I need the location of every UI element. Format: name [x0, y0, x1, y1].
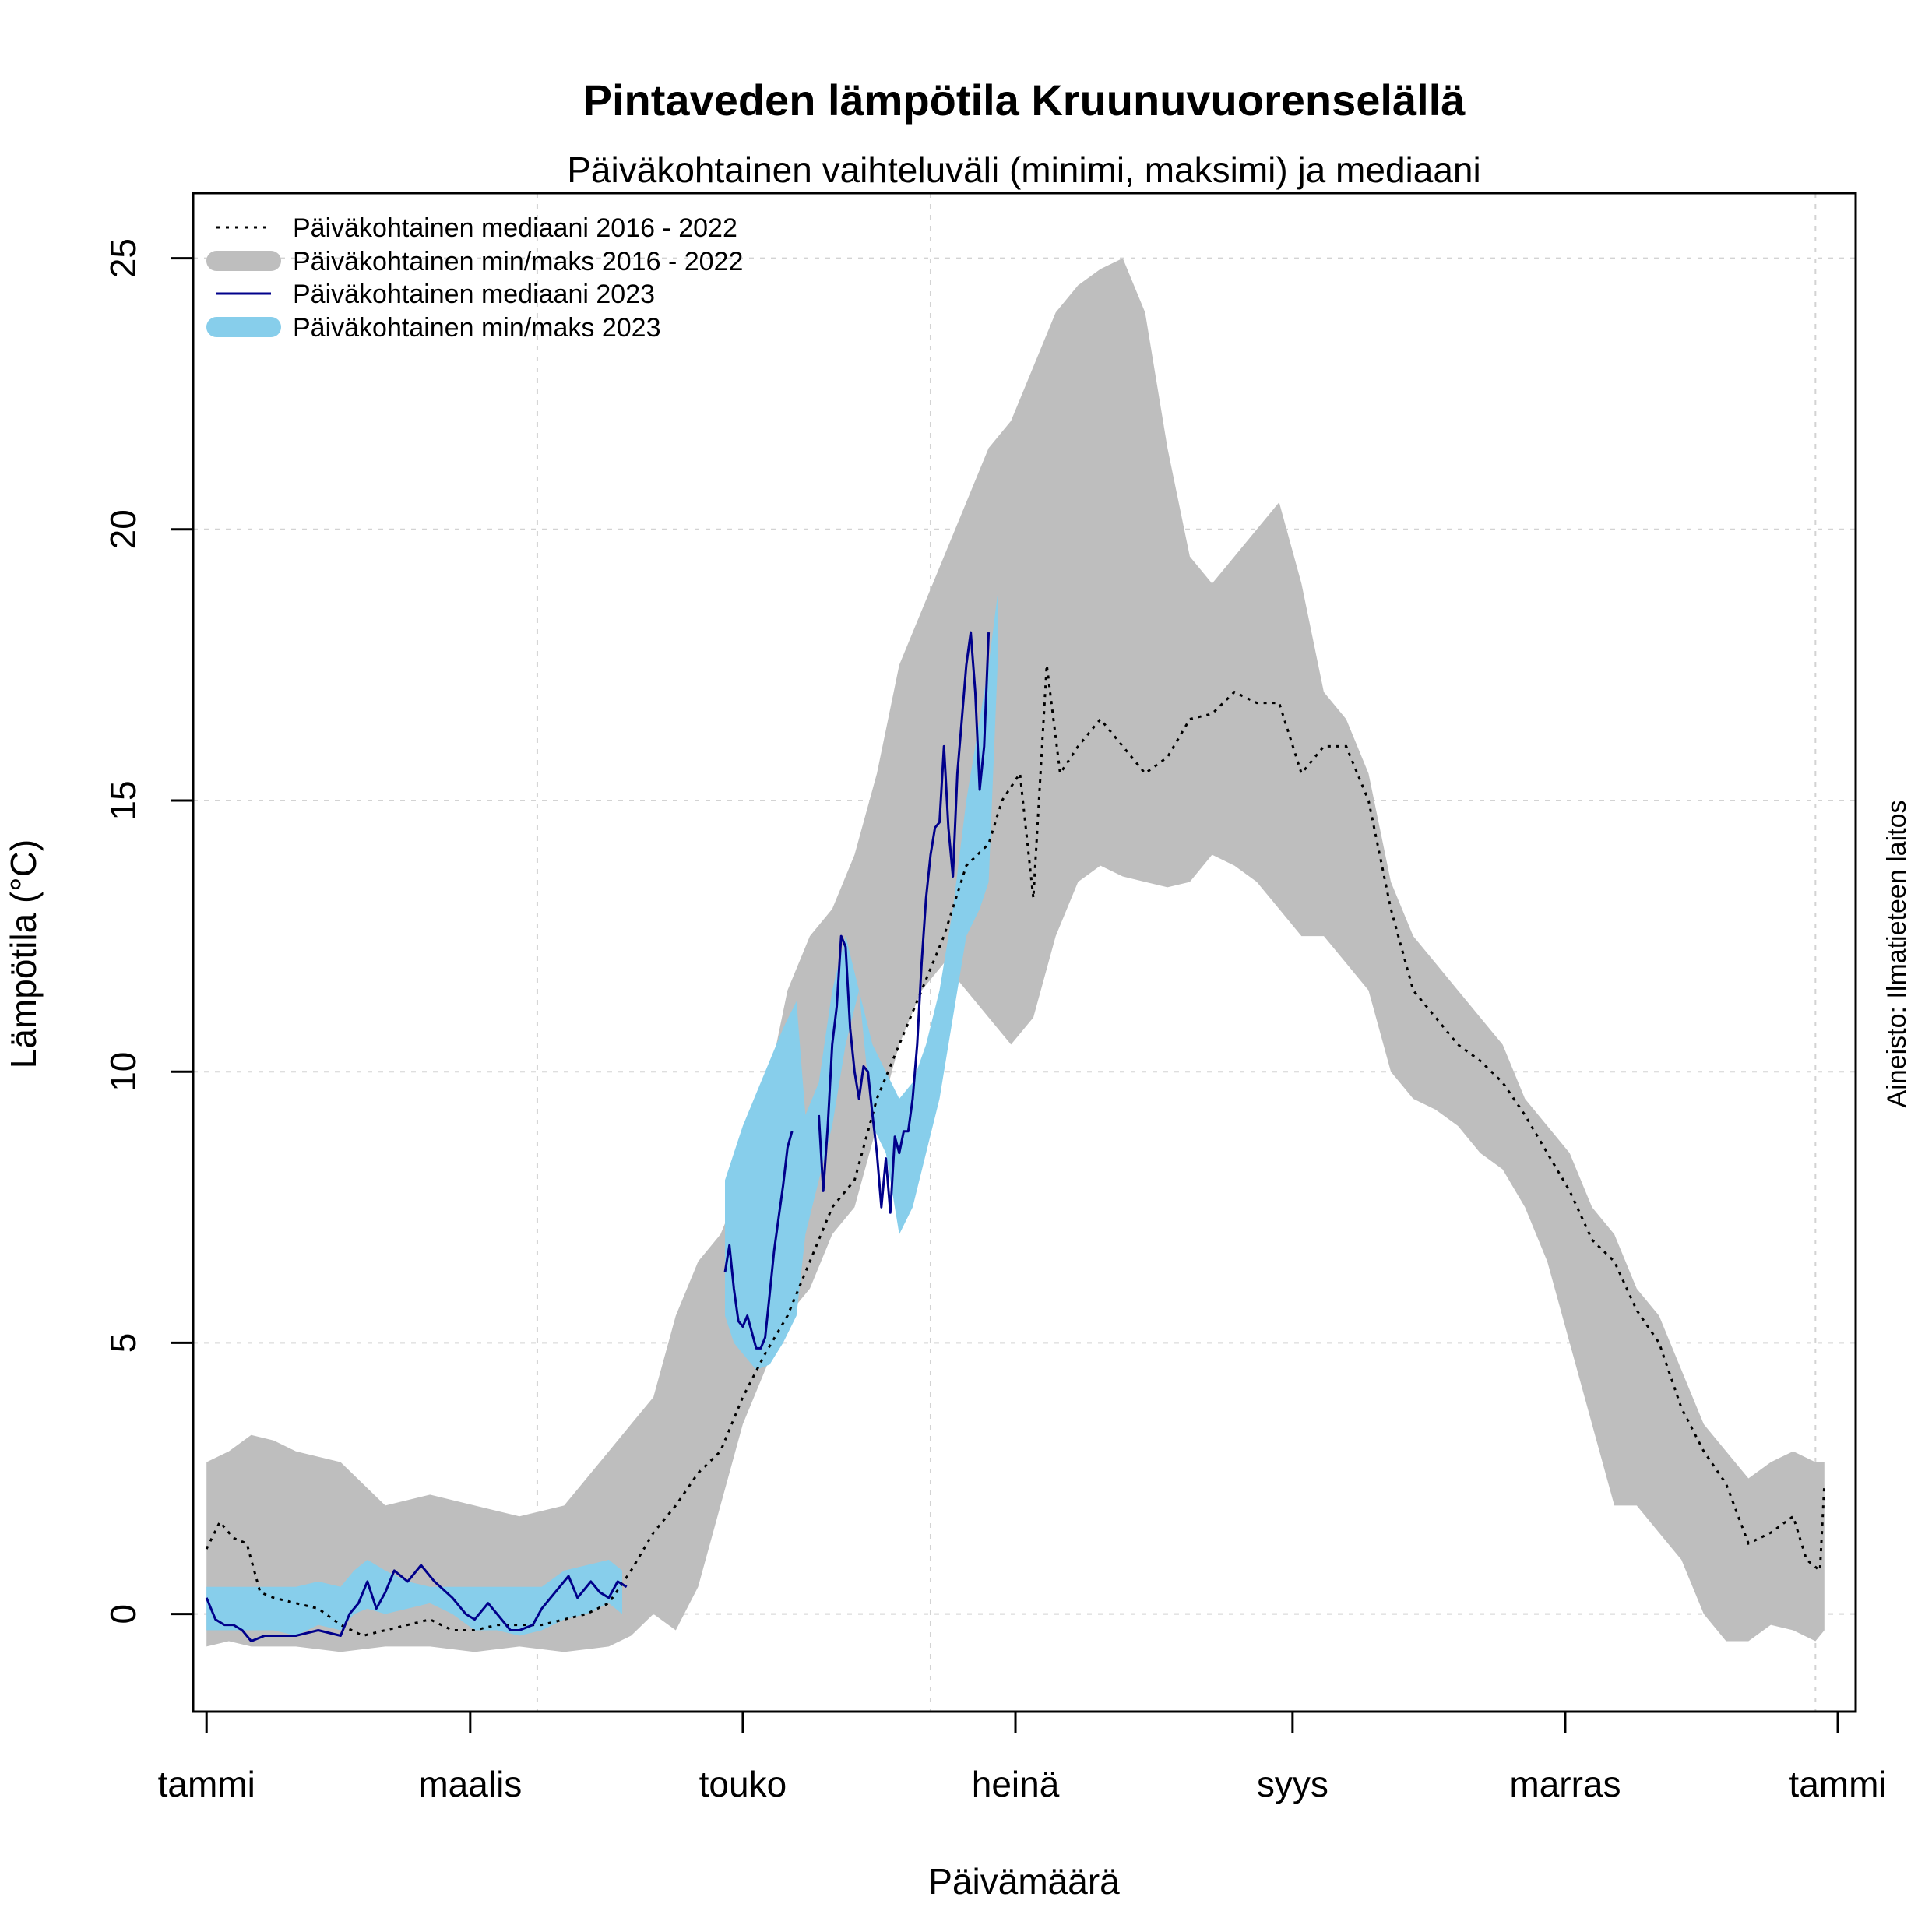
- x-tick-label: tammi: [1789, 1764, 1886, 1804]
- x-tick-label: syys: [1257, 1764, 1328, 1804]
- range-band-2023: [206, 1560, 622, 1636]
- y-axis-label: Lämpötila (°C): [3, 839, 44, 1069]
- legend: Päiväkohtainen mediaani 2016 - 2022 Päiv…: [206, 213, 743, 343]
- legend-label-range-2016-2022: Päiväkohtainen min/maks 2016 - 2022: [293, 247, 743, 276]
- median-line-2023: [723, 1131, 794, 1350]
- chart-subtitle: Päiväkohtainen vaihteluväli (minimi, mak…: [567, 150, 1480, 190]
- y-tick-label: 5: [103, 1333, 143, 1353]
- x-axis-label: Päivämäärä: [928, 1861, 1120, 1902]
- x-tick-label: heinä: [972, 1764, 1060, 1804]
- x-tick-label: tammi: [158, 1764, 255, 1804]
- median-line-2023: [818, 631, 991, 1214]
- y-tick-label: 10: [103, 1052, 143, 1092]
- y-tick-label: 20: [103, 509, 143, 549]
- x-tick-label: maalis: [418, 1764, 522, 1804]
- x-tick-label: touko: [699, 1764, 787, 1804]
- source-note: Aineisto: Ilmatieteen laitos: [1882, 801, 1912, 1108]
- median-line-2023: [205, 1564, 628, 1642]
- legend-label-median-2023: Päiväkohtainen mediaani 2023: [293, 280, 655, 309]
- chart-title: Pintaveden lämpötila Kruunuvuorenselällä: [583, 76, 1466, 125]
- x-axis: tammi maalis touko heinä syys marras tammi: [158, 1710, 1887, 1804]
- median-lines: [205, 631, 1826, 1642]
- y-tick-label: 15: [103, 780, 143, 820]
- y-tick-label: 0: [103, 1604, 143, 1624]
- range-band-2016-2022: [206, 258, 1825, 1652]
- range-bands: [206, 258, 1825, 1652]
- y-tick-label: 25: [103, 238, 143, 278]
- range-band-2023: [725, 594, 998, 1371]
- legend-label-range-2023: Päiväkohtainen min/maks 2023: [293, 313, 661, 343]
- y-axis: 0 5 10 15 20 25: [103, 238, 195, 1624]
- legend-label-median-2016-2022: Päiväkohtainen mediaani 2016 - 2022: [293, 213, 737, 243]
- x-tick-label: marras: [1509, 1764, 1621, 1804]
